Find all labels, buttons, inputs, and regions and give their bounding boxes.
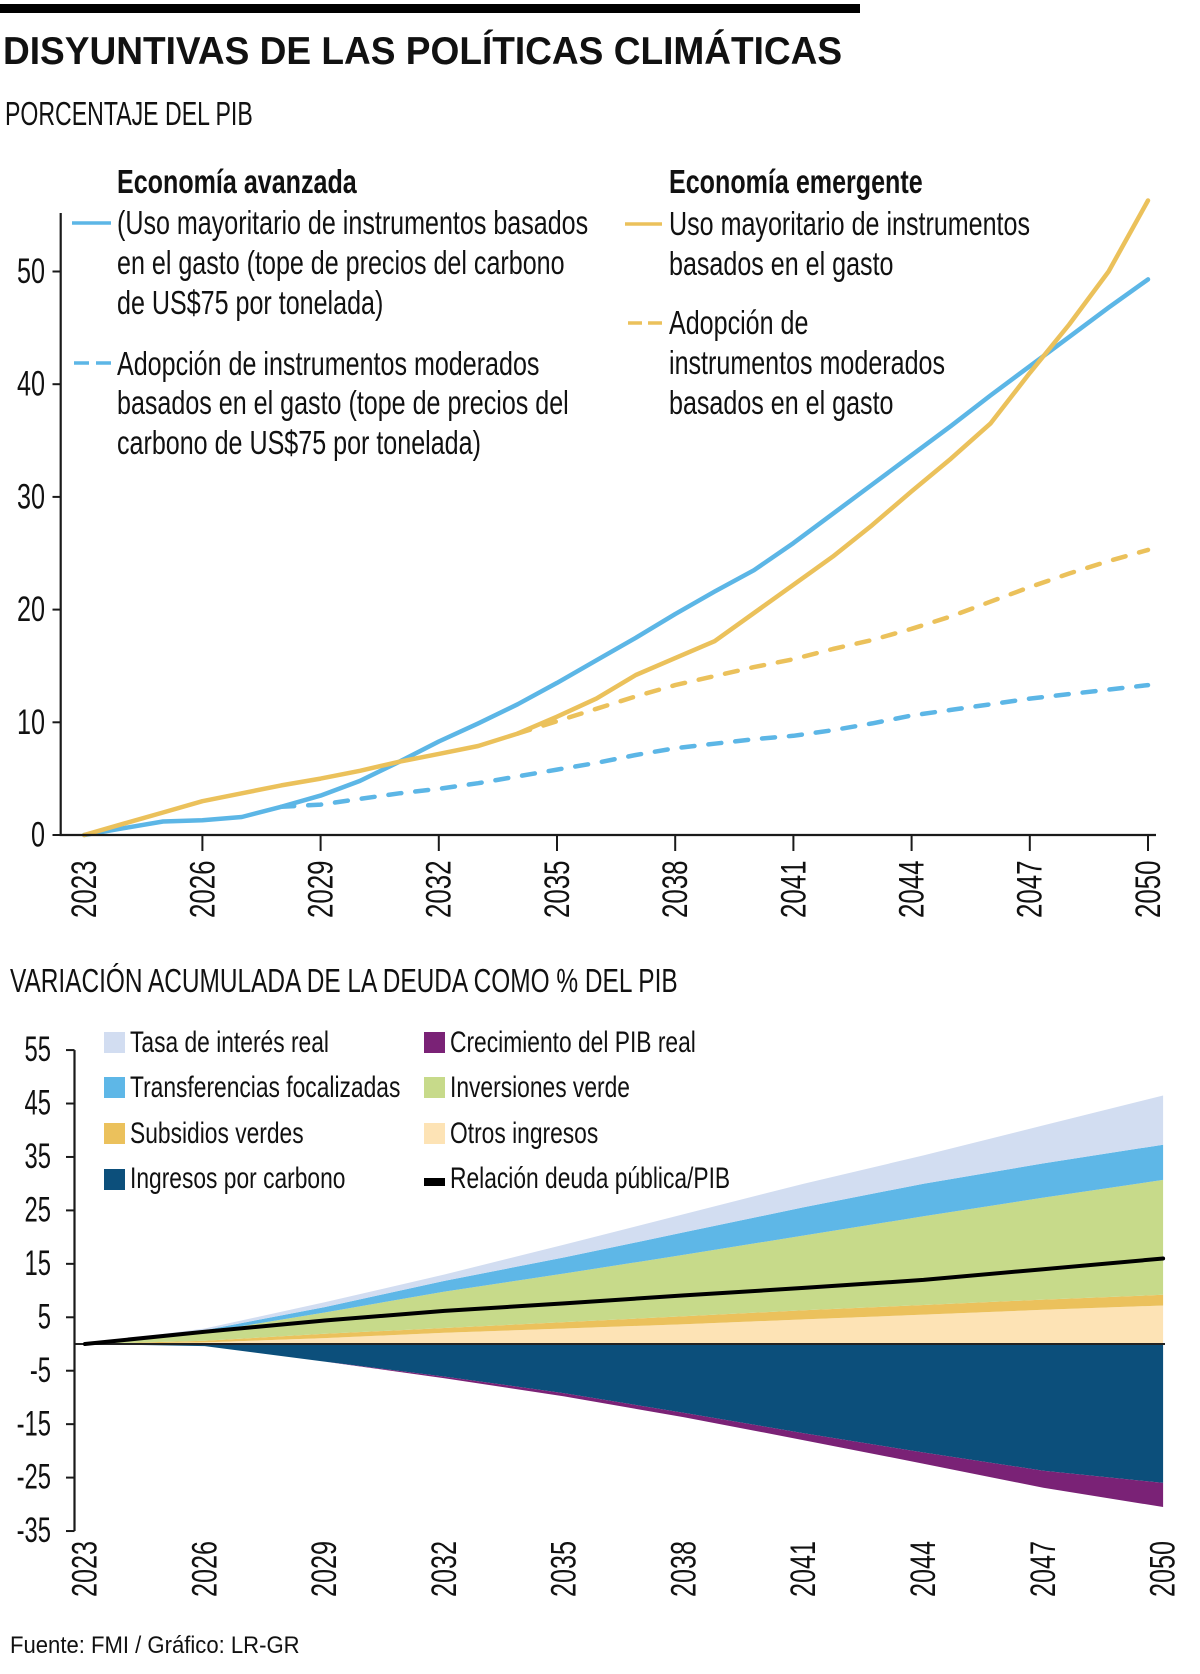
line-economia-avanzada-solid bbox=[81, 277, 1151, 838]
area-inversiones-verde bbox=[85, 1179, 1164, 1344]
legend-dashed-line-yellow-icon bbox=[628, 320, 662, 325]
area-transferencias-focalizadas bbox=[85, 1144, 1164, 1344]
area-subsidios-verdes bbox=[85, 1294, 1164, 1344]
legend-text-line: basados en el gasto bbox=[669, 244, 894, 282]
line-economia-emergente-dashed bbox=[515, 547, 1151, 736]
line-relacion-deuda-publica-pib bbox=[83, 1256, 1166, 1346]
chart2-areas-group bbox=[85, 1095, 1164, 1507]
chart2-x-tick-label: 2050 bbox=[1144, 1541, 1183, 1597]
chart1-x-tick-label: 2050 bbox=[1128, 860, 1168, 918]
legend-entry-emerging-main: Uso mayoritario de instrumentos basados … bbox=[669, 204, 1030, 284]
chart2-x-tick-label: 2035 bbox=[545, 1541, 584, 1597]
chart2-y-tick-label: 25 bbox=[25, 1191, 51, 1230]
legend-text-line: en el gasto (tope de precios del carbono bbox=[117, 243, 565, 281]
chart-debt-variation: 55 45 35 25 15 5 -5 -15 -25 -35 2023 2026 2029 2032 20… bbox=[17, 1031, 1183, 1597]
chart1-y-tick-label: 40 bbox=[17, 365, 45, 404]
legend-heading-emerging-economy: Economía emergente bbox=[669, 162, 923, 200]
legend-label-transferencias-focalizadas: Transferencias focalizadas bbox=[130, 1070, 401, 1104]
chart2-x-tick-label: 2026 bbox=[185, 1541, 224, 1597]
chart1-unit-label: PORCENTAJE DEL PIB bbox=[5, 95, 253, 132]
chart1-x-tick-label: 2044 bbox=[892, 860, 932, 918]
legend-swatch-tasa-interes-real bbox=[103, 1032, 125, 1053]
legend-dashed-line-blue-icon bbox=[74, 361, 111, 365]
legend-text-line: carbono de US$75 por tonelada) bbox=[117, 424, 481, 462]
chart2-y-tick-label: -25 bbox=[17, 1458, 51, 1497]
chart1-x-tick-label: 2029 bbox=[301, 860, 341, 918]
top-rule bbox=[0, 4, 860, 13]
line-economia-avanzada-dashed bbox=[278, 682, 1151, 810]
chart1-x-tick-label: 2035 bbox=[537, 860, 577, 918]
legend-label-otros-ingresos: Otros ingresos bbox=[449, 1116, 598, 1150]
chart2-x-tick-label: 2029 bbox=[305, 1541, 344, 1597]
legend-text-line: Adopción de instrumentos moderados bbox=[117, 344, 540, 382]
legend-label-subsidios-verdes: Subsidios verdes bbox=[130, 1116, 304, 1150]
legend-swatch-ingresos-carbono bbox=[103, 1168, 125, 1190]
chart2-x-tick-label: 2047 bbox=[1024, 1541, 1063, 1597]
chart2-y-tick-label: 5 bbox=[38, 1298, 51, 1337]
legend-text-line: basados en el gasto bbox=[669, 383, 894, 421]
legend-text-line: basados en el gasto (tope de precios del bbox=[117, 384, 569, 422]
chart1-axes-group: 0 10 20 30 40 50 2023 2026 2029 2032 2035 2038 2041 2… bbox=[17, 213, 1168, 918]
line-economia-emergente-solid bbox=[81, 198, 1151, 838]
legend-label-relacion-deuda-pib: Relación deuda pública/PIB bbox=[449, 1162, 730, 1196]
legend-swatch-crecimiento-pib-real bbox=[424, 1032, 445, 1053]
legend-swatch-inversiones-verde bbox=[424, 1077, 445, 1098]
legend-entry-advanced-moderate: Adopción de instrumentos moderados basad… bbox=[117, 344, 569, 463]
chart1-x-tick-label: 2023 bbox=[64, 860, 104, 918]
legend-label-inversiones-verde: Inversiones verde bbox=[449, 1070, 630, 1104]
chart1-y-tick-label: 50 bbox=[17, 252, 45, 291]
legend-text-line: (Uso mayoritario de instrumentos basados bbox=[117, 204, 589, 241]
legend-swatch-otros-ingresos bbox=[424, 1122, 445, 1144]
legend-entry-emerging-moderate: Adopción de instrumentos moderados basad… bbox=[669, 303, 945, 422]
chart2-y-tick-label: -35 bbox=[17, 1512, 51, 1551]
chart1-y-tick-label: 0 bbox=[31, 815, 45, 854]
legend-heading-advanced-economy: Economía avanzada bbox=[117, 162, 357, 200]
legend-text-line: de US$75 por tonelada) bbox=[117, 283, 384, 321]
chart2-title: VARIACIÓN ACUMULADA DE LA DEUDA COMO % D… bbox=[10, 962, 678, 999]
chart1-x-tick-label: 2026 bbox=[183, 860, 223, 918]
legend-text-line: Adopción de bbox=[669, 304, 809, 341]
legend-label-crecimiento-pib-real: Crecimiento del PIB real bbox=[449, 1026, 696, 1059]
legend-label-tasa-interes-real: Tasa de interés real bbox=[130, 1026, 329, 1059]
chart2-y-tick-label: 55 bbox=[25, 1031, 51, 1070]
source-credit: Fuente: FMI / Gráfico: LR-GR bbox=[10, 1632, 300, 1659]
chart2-y-tick-label: -5 bbox=[30, 1351, 51, 1390]
legend-entry-advanced-main: (Uso mayoritario de instrumentos basados… bbox=[117, 203, 588, 322]
area-otros-ingresos bbox=[85, 1305, 1164, 1344]
legend-solid-line-blue-icon bbox=[72, 220, 111, 225]
chart2-x-tick-label: 2044 bbox=[904, 1541, 943, 1597]
chart2-y-tick-label: 35 bbox=[25, 1138, 51, 1177]
area-ingresos-por-carbono bbox=[85, 1344, 1164, 1483]
page-title: DISYUNTIVAS DE LAS POLÍTICAS CLIMÁTICAS bbox=[3, 30, 843, 73]
chart-percentage-gdp: 0 10 20 30 40 50 2023 2026 2029 2032 2035 2038 2041 2… bbox=[17, 198, 1168, 918]
legend-text-line: Uso mayoritario de instrumentos bbox=[669, 205, 1031, 242]
legend-swatch-subsidios-verdes bbox=[103, 1122, 125, 1144]
chart2-y-tick-label: -15 bbox=[17, 1405, 51, 1444]
chart1-x-tick-label: 2041 bbox=[774, 860, 814, 918]
chart2-x-tick-label: 2032 bbox=[425, 1541, 464, 1597]
legend-swatch-relacion-deuda-pib bbox=[424, 1178, 445, 1186]
chart2-x-tick-label: 2023 bbox=[65, 1541, 104, 1597]
chart1-y-tick-label: 20 bbox=[17, 590, 45, 629]
chart1-y-tick-label: 10 bbox=[17, 703, 45, 742]
chart2-x-tick-label: 2041 bbox=[784, 1541, 823, 1597]
chart2-axes-group: 55 45 35 25 15 5 -5 -15 -25 -35 2023 2026 2029 2032 20… bbox=[17, 1031, 1183, 1597]
legend-solid-line-yellow-icon bbox=[625, 221, 662, 226]
chart1-x-tick-label: 2032 bbox=[419, 860, 459, 918]
chart1-x-tick-label: 2047 bbox=[1010, 860, 1050, 918]
chart2-y-tick-label: 15 bbox=[25, 1245, 51, 1284]
chart1-x-tick-label: 2038 bbox=[655, 860, 695, 918]
chart1-series-group bbox=[81, 198, 1151, 838]
chart2-lines-group bbox=[74, 1256, 1166, 1346]
chart2-x-tick-label: 2038 bbox=[664, 1541, 703, 1597]
legend-text-line: instrumentos moderados bbox=[669, 343, 946, 381]
chart2-y-tick-label: 45 bbox=[25, 1084, 51, 1123]
legend-swatch-transferencias-focalizadas bbox=[103, 1077, 125, 1098]
legend-label-ingresos-carbono: Ingresos por carbono bbox=[130, 1162, 346, 1196]
chart1-y-tick-label: 30 bbox=[17, 477, 45, 516]
